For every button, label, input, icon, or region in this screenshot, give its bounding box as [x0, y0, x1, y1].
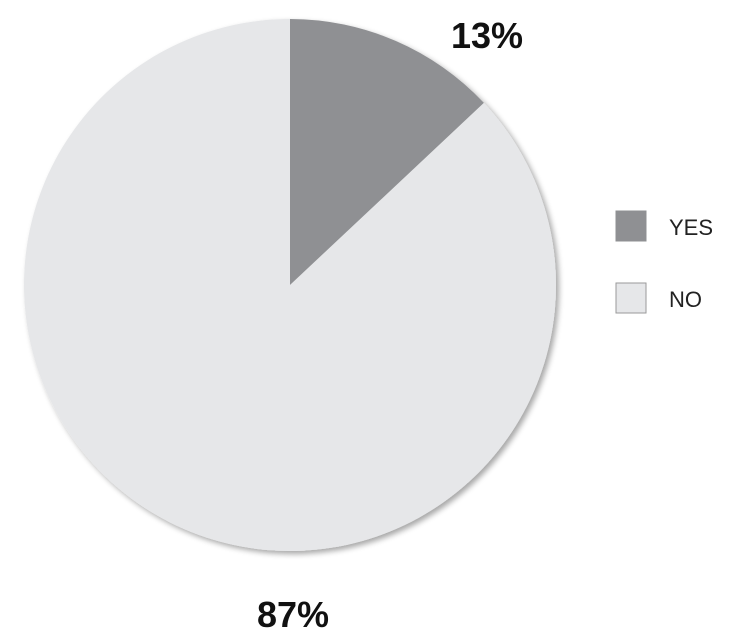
data-label-no: 87%	[257, 594, 329, 633]
legend-label-yes: YES	[669, 215, 713, 240]
legend-swatch-yes	[615, 210, 647, 242]
legend-swatch-no	[615, 282, 647, 314]
pie-slices	[23, 19, 556, 551]
data-label-yes: 13%	[451, 15, 523, 56]
legend-label-no: NO	[669, 287, 702, 312]
pie-data-labels: 13% 87%	[257, 15, 523, 633]
pie-slice-yes	[290, 19, 484, 285]
pie-slice-no	[23, 19, 556, 551]
legend: YES NO	[615, 210, 713, 314]
